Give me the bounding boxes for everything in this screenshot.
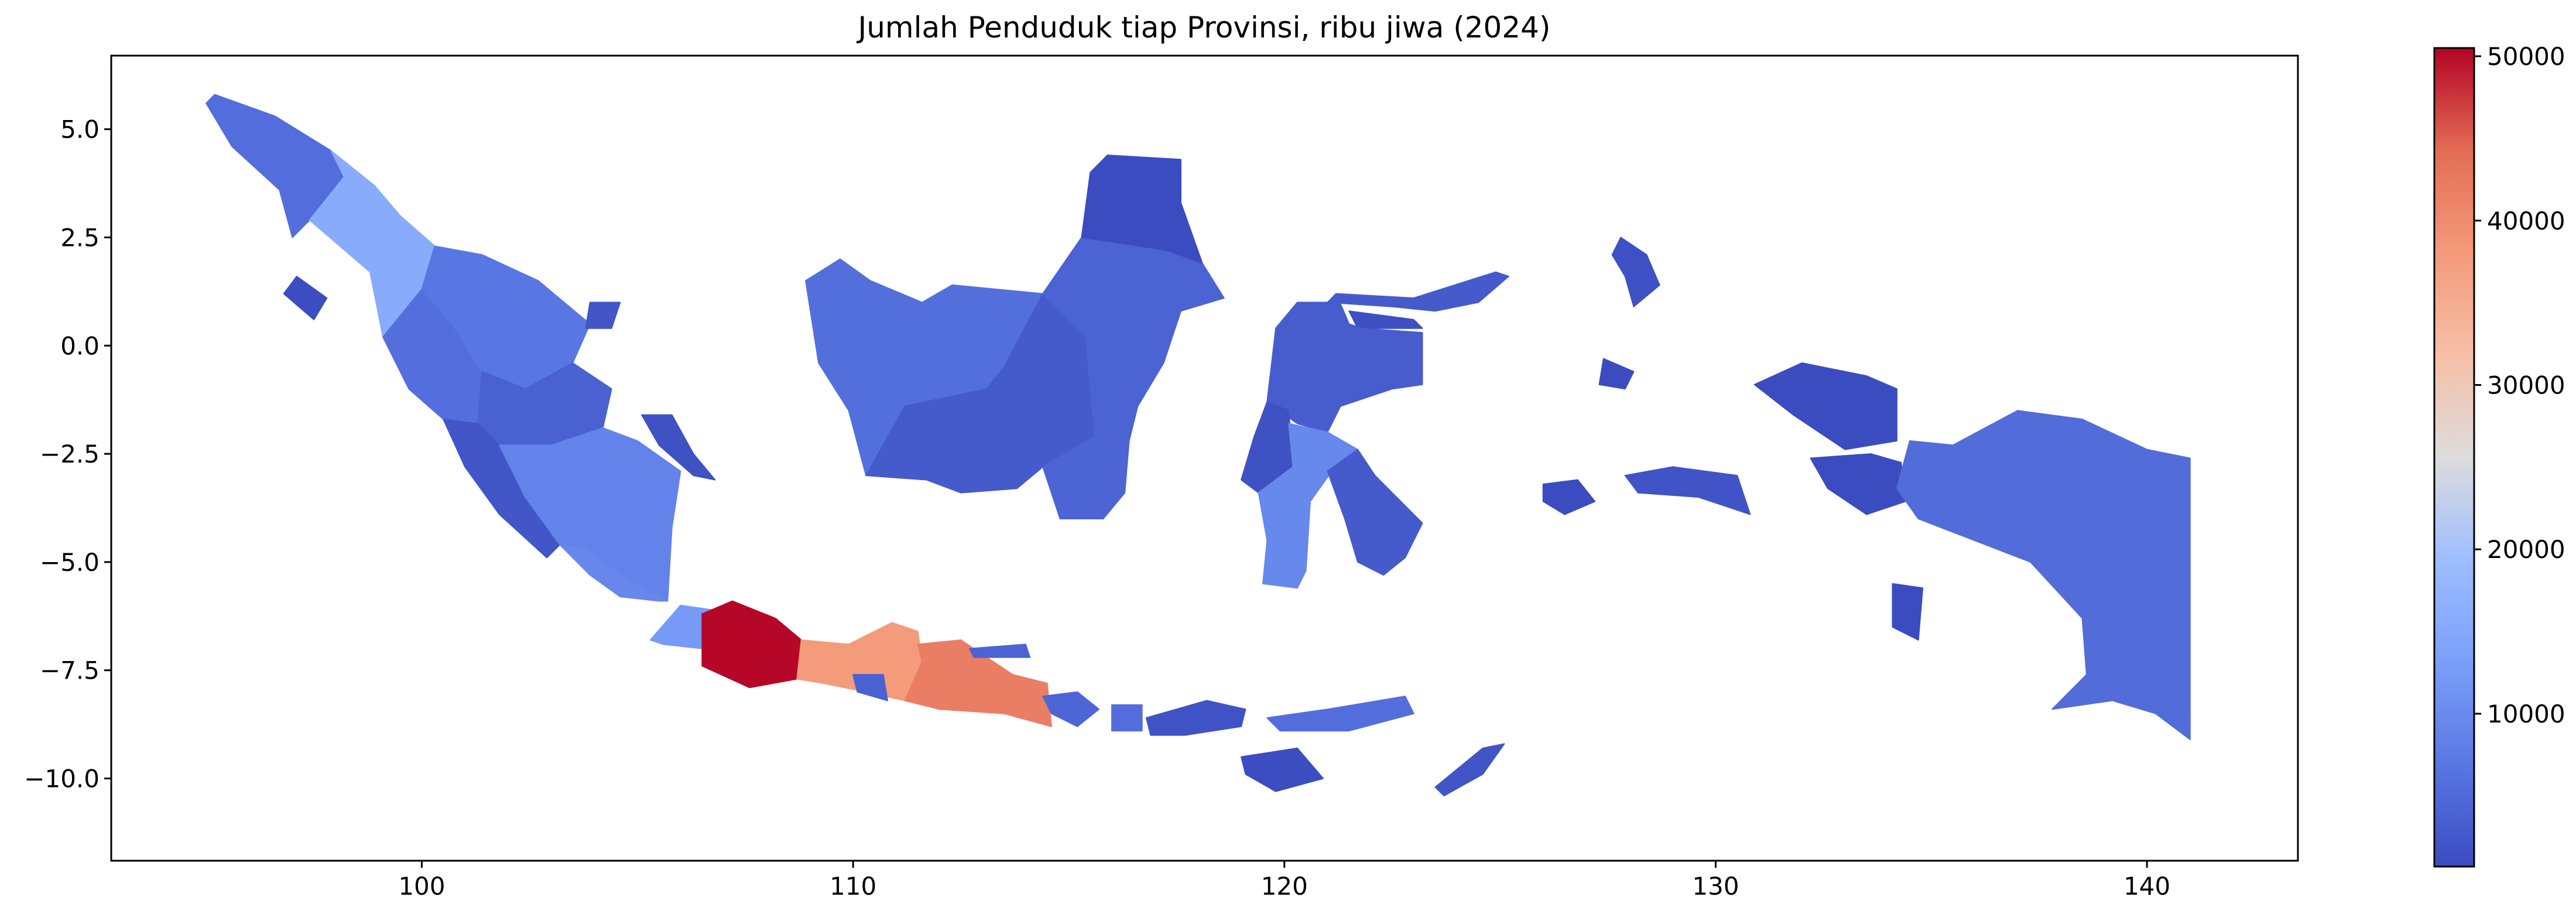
province-region	[1753, 362, 1897, 450]
y-axis: 5.0 2.5 0.0 −2.5 −5.0 −7.5 −10.0	[24, 115, 111, 793]
y-tick-label: −5.0	[40, 548, 100, 577]
x-axis: 100 110 120 130 140	[398, 861, 2170, 901]
colorbar-tick-label: 20000	[2487, 535, 2565, 564]
province-region	[1810, 453, 1906, 515]
colorbar-tick-label: 40000	[2487, 207, 2565, 235]
province-region	[1266, 696, 1414, 732]
province-region	[1081, 155, 1203, 264]
province-region	[1327, 271, 1509, 312]
chart-title: Jumlah Penduduk tiap Provinsi, ribu jiwa…	[856, 11, 1550, 44]
province-region	[1348, 310, 1423, 329]
province-region	[852, 674, 888, 701]
province-region	[499, 427, 681, 602]
colorbar	[2434, 48, 2474, 867]
province-region	[559, 544, 669, 602]
province-region	[1434, 743, 1505, 797]
province-region	[283, 276, 328, 320]
province-region	[641, 414, 716, 481]
colorbar-frame	[2433, 47, 2475, 868]
province-region	[969, 643, 1031, 658]
province-region	[205, 94, 345, 238]
province-region	[1258, 423, 1358, 589]
x-tick-label: 110	[830, 872, 876, 901]
province-region	[1542, 479, 1596, 515]
province-region	[701, 600, 802, 689]
colorbar-tick-label: 10000	[2487, 700, 2565, 728]
province-region	[1611, 237, 1660, 307]
x-tick-label: 130	[1692, 872, 1739, 901]
province-region	[1241, 747, 1324, 792]
y-tick-label: 5.0	[60, 115, 100, 144]
province-region	[1146, 700, 1246, 736]
map-layer	[205, 94, 2191, 797]
colorbar-tick-label: 50000	[2487, 42, 2565, 71]
y-tick-label: −7.5	[40, 656, 100, 685]
province-region	[1892, 583, 1924, 641]
x-tick-label: 140	[2123, 872, 2170, 901]
province-region	[1896, 410, 2191, 740]
y-tick-label: 2.5	[60, 223, 100, 252]
province-region	[1327, 449, 1423, 576]
y-tick-label: −10.0	[24, 765, 100, 793]
province-region	[1598, 358, 1635, 390]
province-region	[1624, 466, 1751, 515]
province-region	[585, 302, 621, 329]
province-region	[1266, 293, 1423, 433]
province-region	[1111, 704, 1143, 732]
colorbar-axis: 10000 20000 30000 40000 50000	[2474, 42, 2565, 728]
colorbar-tick-label: 30000	[2487, 371, 2565, 399]
plot-frame	[110, 54, 2299, 862]
y-tick-label: −2.5	[40, 440, 100, 468]
x-tick-label: 120	[1261, 872, 1308, 901]
province-region	[865, 293, 1095, 494]
province-region	[1042, 691, 1099, 727]
x-tick-label: 100	[398, 872, 445, 901]
y-tick-label: 0.0	[60, 331, 100, 360]
